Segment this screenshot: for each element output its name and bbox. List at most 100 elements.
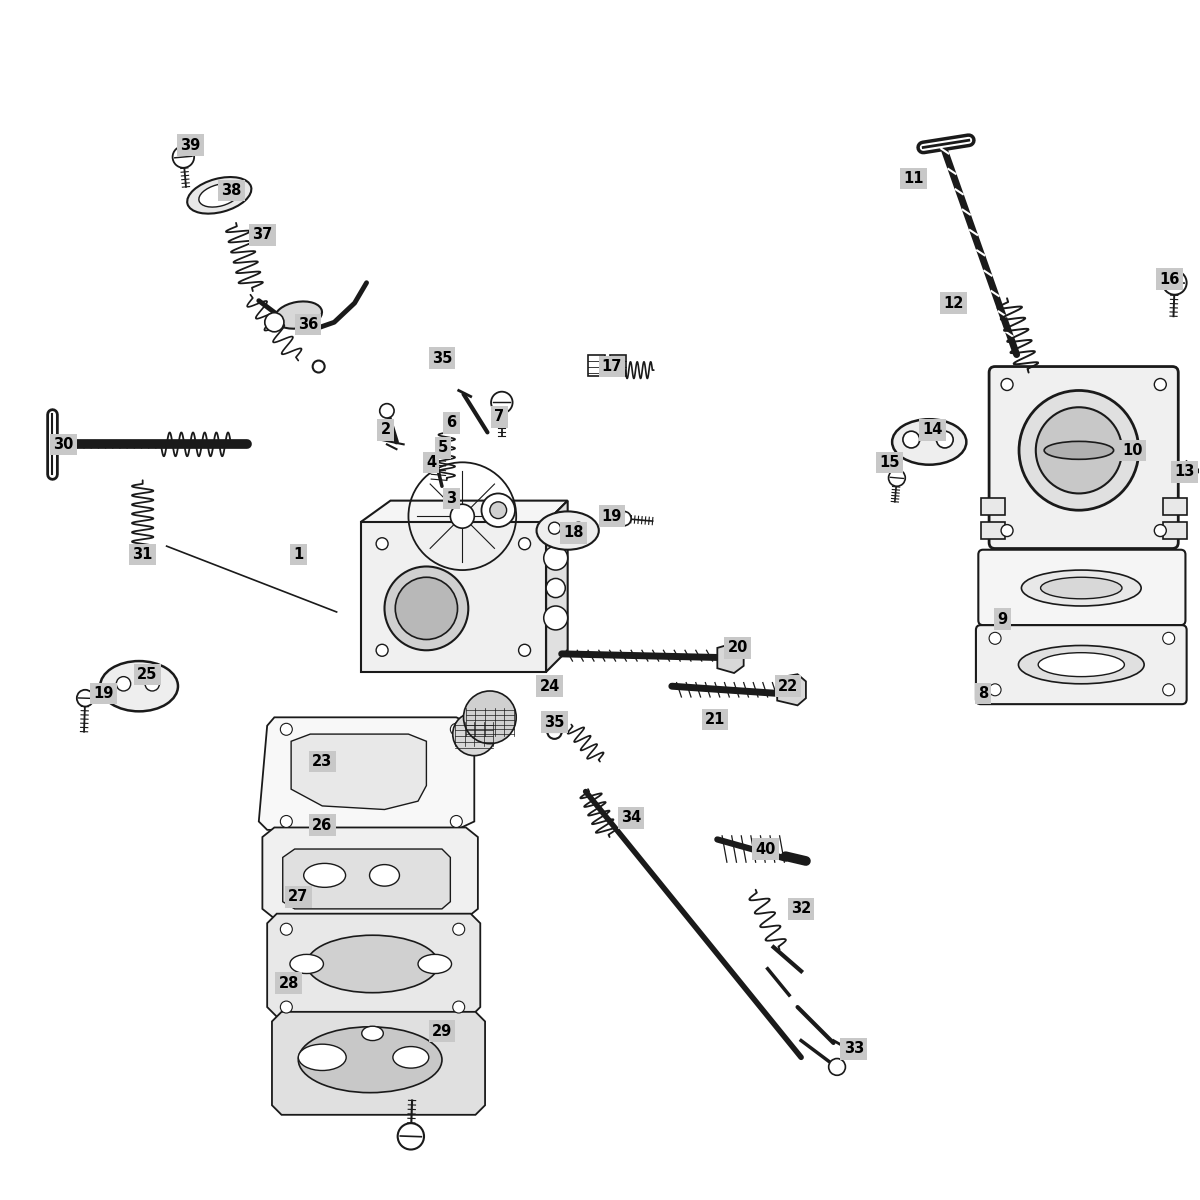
Ellipse shape xyxy=(1040,577,1122,599)
Circle shape xyxy=(397,1123,424,1150)
Text: 33: 33 xyxy=(844,1042,864,1056)
Circle shape xyxy=(1154,378,1166,390)
Circle shape xyxy=(450,724,462,736)
Circle shape xyxy=(452,713,496,756)
Circle shape xyxy=(989,684,1001,696)
Text: 37: 37 xyxy=(252,227,272,242)
Ellipse shape xyxy=(418,954,451,973)
Circle shape xyxy=(1163,271,1187,295)
Text: 31: 31 xyxy=(132,547,152,562)
Circle shape xyxy=(617,511,631,526)
Circle shape xyxy=(491,391,512,413)
Text: 2: 2 xyxy=(380,422,391,438)
Circle shape xyxy=(1001,524,1013,536)
Bar xyxy=(1163,522,1187,539)
Circle shape xyxy=(281,1001,293,1013)
Text: 5: 5 xyxy=(438,440,449,456)
Text: 30: 30 xyxy=(54,437,74,452)
Polygon shape xyxy=(263,828,478,918)
Text: 7: 7 xyxy=(494,409,504,425)
Polygon shape xyxy=(778,674,806,706)
Bar xyxy=(980,498,1004,515)
Text: 24: 24 xyxy=(540,679,560,694)
Text: 36: 36 xyxy=(298,317,318,332)
Circle shape xyxy=(989,632,1001,644)
Circle shape xyxy=(379,403,394,418)
Polygon shape xyxy=(259,718,474,830)
Bar xyxy=(980,522,1004,539)
Circle shape xyxy=(452,1001,464,1013)
Circle shape xyxy=(450,504,474,528)
Text: 20: 20 xyxy=(727,641,748,655)
Circle shape xyxy=(1163,632,1175,644)
Circle shape xyxy=(1001,378,1013,390)
Polygon shape xyxy=(272,1012,485,1115)
Circle shape xyxy=(572,522,584,534)
Circle shape xyxy=(376,538,388,550)
Ellipse shape xyxy=(395,577,457,640)
Ellipse shape xyxy=(299,1027,442,1093)
Circle shape xyxy=(546,578,565,598)
Circle shape xyxy=(936,431,953,448)
Text: 28: 28 xyxy=(278,976,299,991)
Text: 16: 16 xyxy=(1159,271,1180,287)
Ellipse shape xyxy=(299,1044,346,1070)
Circle shape xyxy=(77,690,94,707)
Ellipse shape xyxy=(187,178,251,214)
Circle shape xyxy=(452,923,464,935)
Text: 10: 10 xyxy=(1122,443,1144,458)
FancyBboxPatch shape xyxy=(976,625,1187,704)
Ellipse shape xyxy=(892,419,966,464)
Circle shape xyxy=(481,493,515,527)
Polygon shape xyxy=(718,643,744,673)
Circle shape xyxy=(544,546,568,570)
Ellipse shape xyxy=(290,954,324,973)
Ellipse shape xyxy=(199,184,240,208)
Polygon shape xyxy=(292,734,426,810)
Polygon shape xyxy=(283,850,450,908)
Circle shape xyxy=(490,502,506,518)
Circle shape xyxy=(173,146,194,168)
Ellipse shape xyxy=(1019,646,1144,684)
Circle shape xyxy=(116,677,131,691)
Text: 39: 39 xyxy=(180,138,200,152)
Bar xyxy=(610,354,626,376)
Circle shape xyxy=(1154,524,1166,536)
Ellipse shape xyxy=(536,511,599,550)
Ellipse shape xyxy=(1038,653,1124,677)
Polygon shape xyxy=(360,500,568,522)
Text: 1: 1 xyxy=(293,547,304,562)
Circle shape xyxy=(888,469,905,486)
Circle shape xyxy=(1036,407,1122,493)
Circle shape xyxy=(376,644,388,656)
Text: 8: 8 xyxy=(978,686,989,701)
Polygon shape xyxy=(268,913,480,1016)
Circle shape xyxy=(518,644,530,656)
Ellipse shape xyxy=(1044,442,1114,460)
Circle shape xyxy=(281,724,293,736)
Text: 25: 25 xyxy=(137,667,157,682)
Text: 32: 32 xyxy=(791,901,811,917)
Text: 34: 34 xyxy=(622,810,641,826)
Text: 6: 6 xyxy=(446,415,457,431)
Ellipse shape xyxy=(384,566,468,650)
Ellipse shape xyxy=(370,864,400,886)
Text: 22: 22 xyxy=(778,679,798,694)
Text: 19: 19 xyxy=(601,509,622,523)
Text: 4: 4 xyxy=(426,455,437,470)
Circle shape xyxy=(902,431,919,448)
Bar xyxy=(1163,498,1187,515)
Circle shape xyxy=(518,538,530,550)
Text: 38: 38 xyxy=(221,184,241,198)
Text: 26: 26 xyxy=(312,817,332,833)
Circle shape xyxy=(145,677,160,691)
Text: 9: 9 xyxy=(997,612,1007,626)
Text: 29: 29 xyxy=(432,1024,452,1038)
Text: 19: 19 xyxy=(92,686,113,701)
Circle shape xyxy=(450,816,462,828)
Text: 18: 18 xyxy=(564,526,584,540)
Text: 27: 27 xyxy=(288,889,308,905)
Text: 14: 14 xyxy=(923,422,943,438)
Circle shape xyxy=(281,923,293,935)
Text: 15: 15 xyxy=(880,455,900,470)
